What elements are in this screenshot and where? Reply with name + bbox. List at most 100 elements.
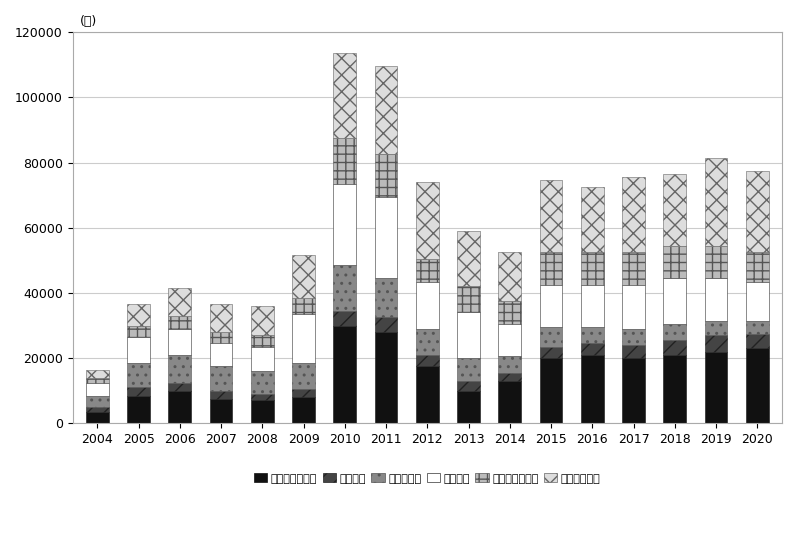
Bar — [622, 329, 645, 345]
Bar — [663, 340, 686, 355]
Bar — [746, 252, 768, 281]
Bar — [251, 335, 273, 347]
Bar — [128, 326, 150, 337]
Bar — [663, 278, 686, 324]
Bar — [540, 252, 563, 285]
Bar — [746, 334, 768, 348]
Bar — [663, 324, 686, 340]
Bar — [498, 356, 521, 373]
Bar — [210, 399, 233, 423]
Bar — [705, 158, 728, 246]
Bar — [333, 138, 356, 184]
Bar — [498, 324, 521, 356]
Bar — [128, 388, 150, 396]
Bar — [581, 355, 603, 423]
Bar — [457, 381, 480, 391]
Bar — [168, 391, 191, 423]
Bar — [746, 321, 768, 334]
Bar — [251, 306, 273, 335]
Bar — [705, 321, 728, 335]
Bar — [128, 396, 150, 423]
Bar — [416, 182, 438, 259]
Bar — [457, 358, 480, 381]
Bar — [416, 281, 438, 329]
Bar — [86, 407, 108, 412]
Bar — [375, 197, 398, 278]
Bar — [86, 369, 108, 377]
Bar — [457, 313, 480, 358]
Bar — [581, 252, 603, 285]
Bar — [168, 355, 191, 382]
Bar — [375, 66, 398, 154]
Bar — [210, 391, 233, 399]
Bar — [498, 301, 521, 324]
Bar — [128, 363, 150, 388]
Bar — [375, 318, 398, 332]
Bar — [416, 259, 438, 281]
Bar — [457, 231, 480, 286]
Bar — [581, 343, 603, 355]
Bar — [705, 352, 728, 423]
Bar — [292, 255, 315, 298]
Bar — [251, 394, 273, 401]
Bar — [663, 246, 686, 278]
Bar — [705, 335, 728, 352]
Bar — [86, 377, 108, 382]
Legend: 土地付注文住宅, 建売住宅, マンション, 注文住宅, 中古マンション, 中古戸建住宅: 土地付注文住宅, 建売住宅, マンション, 注文住宅, 中古マンション, 中古戸… — [249, 469, 605, 488]
Bar — [622, 345, 645, 358]
Bar — [251, 347, 273, 371]
Bar — [746, 171, 768, 252]
Bar — [210, 343, 233, 366]
Bar — [375, 154, 398, 197]
Bar — [581, 285, 603, 327]
Bar — [540, 285, 563, 327]
Bar — [333, 184, 356, 265]
Bar — [375, 278, 398, 318]
Bar — [128, 337, 150, 363]
Bar — [128, 305, 150, 326]
Bar — [416, 329, 438, 355]
Bar — [498, 373, 521, 381]
Bar — [705, 278, 728, 321]
Bar — [292, 314, 315, 363]
Bar — [210, 305, 233, 332]
Text: (件): (件) — [80, 15, 97, 28]
Bar — [292, 363, 315, 389]
Bar — [622, 358, 645, 423]
Bar — [746, 348, 768, 423]
Bar — [457, 286, 480, 313]
Bar — [540, 180, 563, 252]
Bar — [416, 366, 438, 423]
Bar — [705, 246, 728, 278]
Bar — [292, 389, 315, 397]
Bar — [251, 371, 273, 394]
Bar — [86, 396, 108, 407]
Bar — [416, 355, 438, 366]
Bar — [622, 177, 645, 252]
Bar — [622, 285, 645, 329]
Bar — [333, 265, 356, 311]
Bar — [292, 298, 315, 314]
Bar — [540, 327, 563, 347]
Bar — [333, 53, 356, 138]
Bar — [333, 311, 356, 326]
Bar — [663, 355, 686, 423]
Bar — [168, 288, 191, 316]
Bar — [457, 391, 480, 423]
Bar — [210, 332, 233, 343]
Bar — [86, 412, 108, 423]
Bar — [292, 397, 315, 423]
Bar — [746, 281, 768, 321]
Bar — [210, 366, 233, 391]
Bar — [86, 382, 108, 396]
Bar — [168, 329, 191, 355]
Bar — [540, 358, 563, 423]
Bar — [168, 382, 191, 391]
Bar — [333, 326, 356, 423]
Bar — [251, 401, 273, 423]
Bar — [581, 327, 603, 343]
Bar — [622, 252, 645, 285]
Bar — [498, 381, 521, 423]
Bar — [663, 174, 686, 246]
Bar — [498, 252, 521, 301]
